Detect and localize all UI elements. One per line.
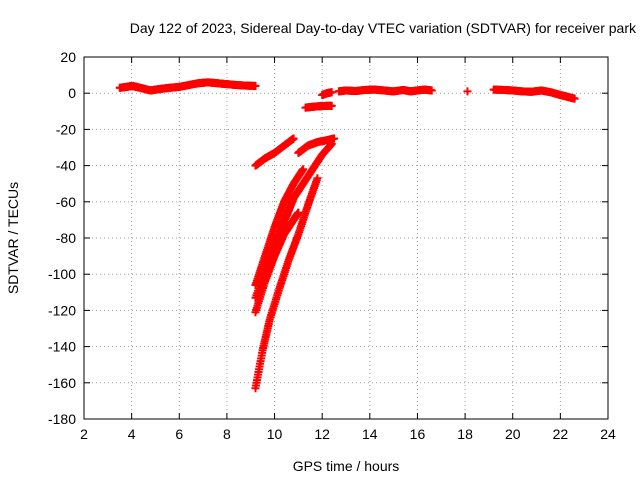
data-points [115, 78, 579, 393]
data-point [330, 134, 339, 143]
y-tick-label: 0 [68, 85, 76, 101]
data-point [327, 88, 336, 97]
series-track-upper-diag-2 [294, 134, 339, 157]
series-track-isolated [463, 87, 472, 96]
x-tick-label: 2 [80, 426, 88, 442]
y-tick-label: 20 [60, 49, 76, 65]
axis-ticks: 2 4 6 8 10 12 14 16 18 20 22 24-180-160-140-120-100… [48, 49, 616, 442]
data-point [289, 134, 298, 143]
y-tick-label: -120 [48, 302, 76, 318]
x-tick-label: 6 [175, 426, 183, 442]
series-track-midday [301, 101, 336, 112]
data-point [570, 94, 579, 103]
data-point [313, 174, 322, 183]
x-tick-label: 14 [362, 426, 378, 442]
y-tick-label: -60 [56, 194, 76, 210]
x-tick-label: 4 [128, 426, 136, 442]
series-track-steep-d [251, 174, 322, 393]
chart-title: Day 122 of 2023, Sidereal Day-to-day VTE… [130, 20, 637, 36]
y-tick-label: -100 [48, 266, 76, 282]
y-tick-label: -20 [56, 121, 76, 137]
series-track-afternoon [334, 85, 436, 96]
y-tick-label: -40 [56, 158, 76, 174]
x-tick-label: 18 [457, 426, 473, 442]
y-axis-label: SDTVAR / TECUs [5, 182, 21, 294]
y-tick-label: -160 [48, 375, 76, 391]
data-point [427, 86, 436, 95]
data-point [294, 208, 303, 217]
x-tick-label: 16 [410, 426, 426, 442]
x-tick-label: 12 [314, 426, 330, 442]
data-point [327, 101, 336, 110]
x-tick-label: 10 [267, 426, 283, 442]
series-track-upper-diag [251, 134, 298, 170]
series-track-evening [489, 85, 579, 103]
x-tick-label: 8 [223, 426, 231, 442]
series-track-steep-a [251, 165, 308, 290]
series-track-early-morning [115, 78, 260, 95]
x-axis-label: GPS time / hours [293, 458, 400, 474]
data-point [299, 165, 308, 174]
series-track-steep-c [251, 208, 303, 317]
y-tick-label: -180 [48, 411, 76, 427]
series-track-short [318, 88, 336, 100]
data-point [463, 87, 472, 96]
x-tick-label: 24 [600, 426, 616, 442]
x-tick-label: 22 [553, 426, 569, 442]
y-tick-label: -140 [48, 339, 76, 355]
x-tick-label: 20 [505, 426, 521, 442]
y-tick-label: -80 [56, 230, 76, 246]
data-point [251, 81, 260, 90]
grid-lines [84, 57, 608, 419]
